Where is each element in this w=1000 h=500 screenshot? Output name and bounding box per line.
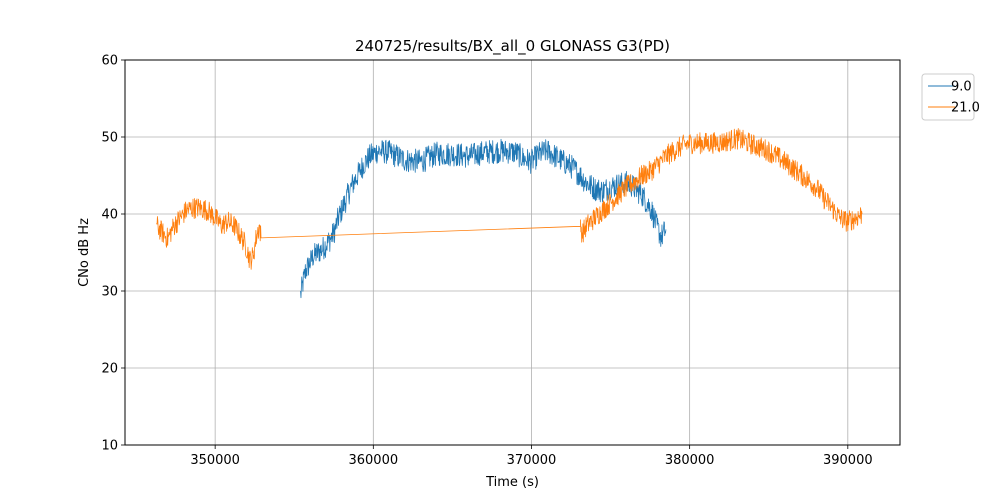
- x-tick-label: 350000: [190, 453, 240, 468]
- chart-title: 240725/results/BX_all_0 GLONASS G3(PD): [355, 37, 670, 56]
- x-tick-label: 360000: [348, 453, 398, 468]
- x-tick-label: 370000: [507, 453, 557, 468]
- series-line-0: [300, 138, 667, 299]
- y-tick-label: 40: [101, 208, 118, 223]
- y-tick-label: 50: [101, 131, 118, 146]
- plot-area: [156, 128, 863, 299]
- legend: 9.0 21.0: [921, 73, 980, 121]
- y-tick-label: 60: [101, 54, 118, 69]
- y-axis: 10 20 30 40 50 60: [101, 54, 125, 454]
- y-tick-label: 30: [101, 285, 118, 300]
- legend-label: 9.0: [951, 80, 972, 95]
- legend-label: 21.0: [951, 101, 980, 116]
- y-tick-label: 10: [101, 439, 118, 454]
- x-tick-label: 390000: [823, 453, 873, 468]
- x-axis-label: Time (s): [485, 475, 539, 490]
- x-tick-label: 380000: [665, 453, 715, 468]
- series-line-1: [156, 128, 863, 270]
- grid: [125, 60, 900, 445]
- plot-frame: [124, 59, 901, 446]
- y-tick-label: 20: [101, 362, 118, 377]
- x-axis: 350000 360000 370000 380000 390000: [190, 445, 873, 468]
- y-axis-label: CNo dB Hz: [77, 218, 92, 287]
